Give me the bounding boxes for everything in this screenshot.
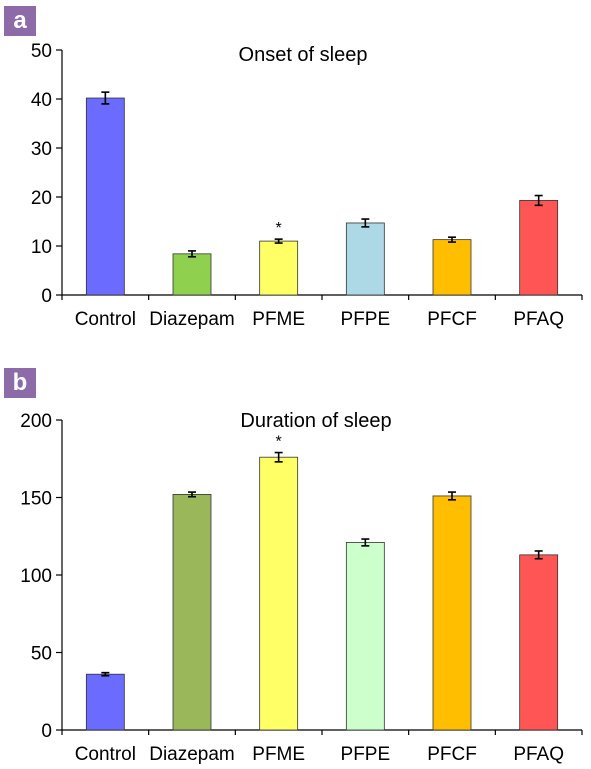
- category-label: PFAQ: [513, 309, 564, 330]
- duration-of-sleep-chart: Duration of sleep 0 50 100 150 200 Control Diaz…: [20, 410, 583, 765]
- category-label: PFPE: [341, 309, 391, 330]
- chart-title: Duration of sleep: [240, 410, 391, 432]
- chart-panel-a: a Onset of sleep 0 10 20 30 40 50 Control Diazep…: [0, 0, 591, 340]
- category-label: PFME: [252, 744, 305, 765]
- bar-pfpe: [345, 542, 385, 731]
- bar-pfme: [259, 456, 299, 731]
- bar-control: [85, 673, 125, 731]
- category-label: Control: [75, 309, 136, 330]
- category-label: Control: [75, 744, 136, 765]
- y-tick-label: 50: [31, 41, 52, 62]
- bar-pfaq: [519, 554, 559, 731]
- bar-pfpe: [345, 222, 385, 296]
- significance-marker: *: [276, 434, 282, 451]
- bar-diazepam: [172, 253, 212, 296]
- category-label: PFCF: [427, 744, 477, 765]
- bar-diazepam: [172, 493, 212, 731]
- category-label: Diazepam: [149, 309, 235, 330]
- category-label: PFAQ: [513, 744, 564, 765]
- y-tick-label: 10: [31, 237, 52, 258]
- category-label: PFCF: [427, 309, 477, 330]
- bar-pfaq: [519, 200, 559, 296]
- y-tick-label: 30: [31, 139, 52, 160]
- y-tick-label: 40: [31, 90, 52, 111]
- chart-title: Onset of sleep: [239, 44, 368, 66]
- y-tick-label: 0: [41, 286, 52, 307]
- chart-panel-b: b Duration of sleep 0 50 100 150 200 Control Di…: [0, 360, 591, 769]
- bar-control: [85, 97, 125, 296]
- category-label: Diazepam: [149, 744, 235, 765]
- onset-of-sleep-chart: Onset of sleep 0 10 20 30 40 50 Control Diazepam…: [31, 41, 583, 330]
- y-tick-label: 200: [20, 411, 52, 432]
- bar-pfcf: [432, 239, 472, 296]
- bar-pfme: [259, 240, 299, 296]
- y-tick-label: 150: [20, 489, 52, 510]
- bar-pfcf: [432, 495, 472, 731]
- y-tick-label: 50: [31, 644, 52, 665]
- y-tick-label: 20: [31, 188, 52, 209]
- y-tick-label: 0: [41, 721, 52, 742]
- significance-marker: *: [276, 220, 282, 237]
- category-label: PFPE: [341, 744, 391, 765]
- panel-label-a: a: [4, 6, 36, 36]
- category-label: PFME: [252, 309, 305, 330]
- y-tick-label: 100: [20, 566, 52, 587]
- panel-label-b: b: [4, 368, 36, 398]
